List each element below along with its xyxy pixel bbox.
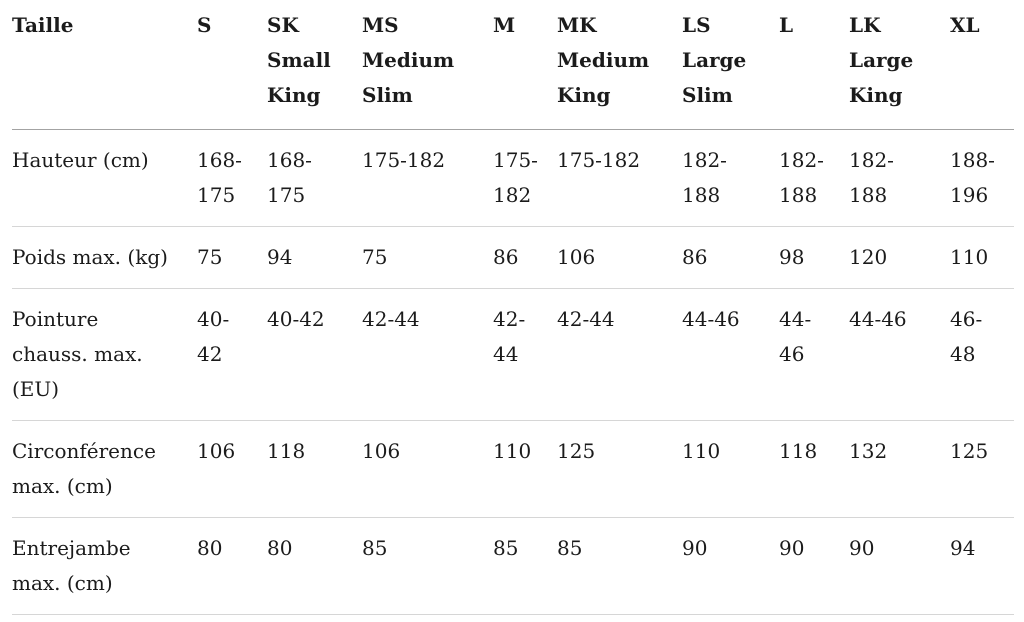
value-cell: 118 <box>779 420 849 518</box>
value-cell: 85 <box>557 517 682 615</box>
column-header: SK Small King <box>267 0 362 130</box>
value-cell: 86 <box>493 226 557 289</box>
value-cell: 168-175 <box>267 129 362 227</box>
value-cell: 125 <box>950 420 1014 518</box>
size-code: SK <box>267 13 299 37</box>
table-row: Hauteur (cm) 168-175 168-175 175-182 175-182… <box>12 129 1014 227</box>
size-name: Large King <box>849 48 914 107</box>
value-cell: 110 <box>950 226 1014 289</box>
value-cell: 44-46 <box>849 288 950 421</box>
row-label: Pointure chauss. max. (EU) <box>12 288 197 421</box>
size-code: XL <box>950 13 980 37</box>
value-cell: 94 <box>267 226 362 289</box>
value-cell: 175-182 <box>557 129 682 227</box>
size-table: Taille S SK Small King MS Medium Slim M MK … <box>12 0 1014 615</box>
column-header: S <box>197 0 267 130</box>
value-cell: 75 <box>197 226 267 289</box>
value-cell: 42-44 <box>493 288 557 421</box>
value-cell: 44-46 <box>682 288 779 421</box>
row-label: Hauteur (cm) <box>12 129 197 227</box>
value-cell: 80 <box>267 517 362 615</box>
size-code: MK <box>557 13 597 37</box>
size-name: Large Slim <box>682 48 747 107</box>
value-cell: 40-42 <box>267 288 362 421</box>
value-cell: 90 <box>849 517 950 615</box>
value-cell: 106 <box>362 420 493 518</box>
value-cell: 175-182 <box>362 129 493 227</box>
table-row: Poids max. (kg) 75 94 75 86 106 86 98 120 110 <box>12 226 1014 289</box>
value-cell: 182-188 <box>849 129 950 227</box>
value-cell: 120 <box>849 226 950 289</box>
table-row: Circonférence max. (cm) 106 118 106 110 125 11… <box>12 420 1014 518</box>
value-cell: 118 <box>267 420 362 518</box>
size-code: LS <box>682 13 711 37</box>
value-cell: 106 <box>557 226 682 289</box>
value-cell: 132 <box>849 420 950 518</box>
value-cell: 106 <box>197 420 267 518</box>
value-cell: 125 <box>557 420 682 518</box>
value-cell: 182-188 <box>682 129 779 227</box>
value-cell: 44-46 <box>779 288 849 421</box>
value-cell: 110 <box>682 420 779 518</box>
size-name: Small King <box>267 48 331 107</box>
row-label: Circonférence max. (cm) <box>12 420 197 518</box>
size-code: M <box>493 13 516 37</box>
value-cell: 175-182 <box>493 129 557 227</box>
row-label: Entrejambe max. (cm) <box>12 517 197 615</box>
value-cell: 98 <box>779 226 849 289</box>
size-code: L <box>779 13 794 37</box>
value-cell: 90 <box>779 517 849 615</box>
value-cell: 40-42 <box>197 288 267 421</box>
value-cell: 110 <box>493 420 557 518</box>
column-header: M <box>493 0 557 130</box>
column-header: XL <box>950 0 1014 130</box>
value-cell: 42-44 <box>557 288 682 421</box>
value-cell: 42-44 <box>362 288 493 421</box>
table-row: Pointure chauss. max. (EU) 40-42 40-42 42-4… <box>12 288 1014 421</box>
size-name: Medium Slim <box>362 48 455 107</box>
table-row: Entrejambe max. (cm) 80 80 85 85 85 90 90 90 94 <box>12 517 1014 615</box>
value-cell: 182-188 <box>779 129 849 227</box>
value-cell: 86 <box>682 226 779 289</box>
value-cell: 90 <box>682 517 779 615</box>
value-cell: 80 <box>197 517 267 615</box>
column-header: LS Large Slim <box>682 0 779 130</box>
size-code: LK <box>849 13 881 37</box>
column-header: LK Large King <box>849 0 950 130</box>
column-header: MK Medium King <box>557 0 682 130</box>
column-header: MS Medium Slim <box>362 0 493 130</box>
value-cell: 75 <box>362 226 493 289</box>
value-cell: 85 <box>493 517 557 615</box>
value-cell: 168-175 <box>197 129 267 227</box>
column-header: L <box>779 0 849 130</box>
value-cell: 85 <box>362 517 493 615</box>
value-cell: 188-196 <box>950 129 1014 227</box>
size-code: MS <box>362 13 399 37</box>
header-row: Taille S SK Small King MS Medium Slim M MK … <box>12 0 1014 130</box>
value-cell: 46-48 <box>950 288 1014 421</box>
row-label: Poids max. (kg) <box>12 226 197 289</box>
value-cell: 94 <box>950 517 1014 615</box>
column-header-taille: Taille <box>12 0 197 130</box>
size-code: S <box>197 13 212 37</box>
size-name: Medium King <box>557 48 650 107</box>
